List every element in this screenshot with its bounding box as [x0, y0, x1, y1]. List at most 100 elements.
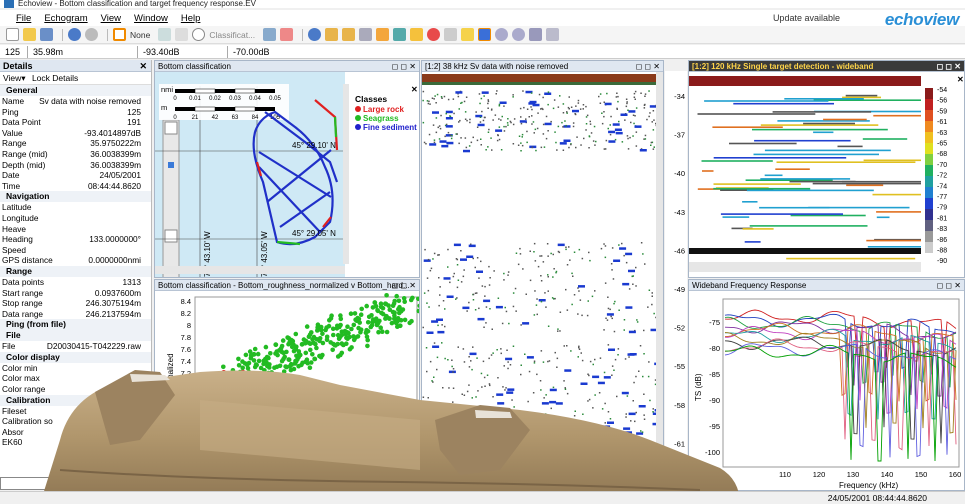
- save-icon[interactable]: [40, 28, 53, 41]
- map-canvas[interactable]: nmi 0 0.01 0.02 0.03 0.04 0.05 m 0 21 42 63 84 105…: [155, 72, 420, 278]
- menu-bar: File Echogram View Window Help Update av…: [0, 10, 965, 29]
- scatter-y-tick: 8.2: [181, 309, 191, 318]
- zoom-in-icon[interactable]: [164, 121, 178, 135]
- echo-return: [614, 300, 616, 303]
- window-controls[interactable]: ◻ ◻ ✕: [391, 281, 416, 290]
- menu-view[interactable]: View: [100, 12, 122, 24]
- open-folder-icon[interactable]: [23, 28, 36, 41]
- zoom-out-icon[interactable]: [512, 28, 526, 41]
- virtual-variable-icon[interactable]: [342, 28, 356, 41]
- wideband-y-ticks: -75 -80 -85 -90 -95 -100: [705, 318, 720, 457]
- echo-return: [457, 95, 460, 98]
- scatter-y-tick: 7.2: [181, 369, 191, 378]
- details-row: File D20030415-T042229.raw: [0, 341, 151, 352]
- window-controls[interactable]: ◻ ◻ ✕: [936, 62, 961, 71]
- settings-icon[interactable]: [359, 28, 373, 41]
- polygon-icon[interactable]: [192, 28, 206, 41]
- pan-icon[interactable]: [546, 28, 560, 41]
- details-section-header[interactable]: Color display: [0, 351, 151, 363]
- color-scale-tick: -90: [937, 258, 947, 265]
- toolbar-separator: [302, 28, 304, 41]
- variable-icon[interactable]: [325, 28, 339, 41]
- details-section-header[interactable]: General: [0, 85, 151, 96]
- scatter-point: [380, 329, 385, 334]
- vertical-scrollbar[interactable]: [343, 84, 349, 264]
- details-row-key: Range (mid): [2, 148, 48, 159]
- details-section-header[interactable]: Navigation: [0, 191, 151, 203]
- view-menu-button[interactable]: View: [3, 73, 22, 83]
- undo-icon[interactable]: [68, 28, 81, 41]
- echo-return: [638, 405, 646, 408]
- echogram-120khz-canvas[interactable]: -54 -56 -59 -61 -63 -65 -68 -70 -72 -74 -77 -79 -81 -…: [689, 72, 965, 278]
- details-section-header[interactable]: Ping (from file): [0, 319, 151, 331]
- details-section-header[interactable]: Range: [0, 265, 151, 277]
- echo-return: [563, 345, 565, 347]
- echo-return: [475, 111, 477, 113]
- echo-return: [566, 111, 568, 113]
- redo-icon[interactable]: [85, 28, 98, 41]
- export-icon[interactable]: [393, 28, 407, 41]
- horizontal-scrollbar[interactable]: [689, 262, 921, 272]
- echo-return: [552, 276, 554, 278]
- window-controls[interactable]: ◻ ◻ ✕: [391, 62, 416, 71]
- window-controls[interactable]: ◻ ◻ ✕: [635, 62, 660, 71]
- details-row: Data Point 191: [0, 117, 151, 128]
- echo-return: [507, 274, 509, 276]
- wideband-chart[interactable]: TS (dB) Frequency (kHz) -75-80-85-90-95-…: [689, 291, 965, 491]
- echo-return: [477, 123, 485, 127]
- brightness-icon[interactable]: [461, 28, 475, 41]
- menu-help[interactable]: Help: [180, 12, 201, 24]
- lock-details-button[interactable]: Lock Details: [31, 73, 79, 83]
- echo-return: [629, 353, 637, 356]
- scatter-point: [274, 364, 280, 370]
- line-pick-icon[interactable]: [410, 28, 424, 41]
- menu-window[interactable]: Window: [134, 12, 168, 24]
- magnet-icon[interactable]: [280, 28, 294, 41]
- info-icon[interactable]: [478, 28, 492, 41]
- details-row-value: 246.2137594m: [85, 308, 141, 319]
- echo-return: [539, 255, 541, 257]
- echo-return: [628, 330, 636, 334]
- echo-return: [504, 389, 506, 391]
- draw-line-icon[interactable]: [158, 28, 172, 41]
- classification-select[interactable]: Classificat...: [209, 29, 256, 40]
- record-icon[interactable]: [427, 28, 441, 41]
- analysis-icon[interactable]: [308, 28, 322, 41]
- color-scale-step: [925, 220, 933, 231]
- echo-return: [445, 117, 453, 120]
- new-file-icon[interactable]: [6, 28, 19, 41]
- update-available-link[interactable]: Update available: [772, 13, 840, 23]
- close-icon[interactable]: ✕: [139, 61, 147, 71]
- zoom-extent-icon[interactable]: [529, 28, 543, 41]
- scale-tick-label: 0.02: [209, 96, 221, 102]
- echo-return: [585, 116, 588, 118]
- echo-return: [603, 243, 605, 245]
- close-icon[interactable]: ✕: [957, 75, 964, 84]
- scale-tick-label: 105: [270, 115, 281, 121]
- scatter-point: [379, 310, 384, 316]
- calibration-icon[interactable]: [376, 28, 390, 41]
- details-section-header[interactable]: File: [0, 330, 151, 342]
- region-icon[interactable]: [263, 28, 277, 41]
- vertical-scrollbar[interactable]: [656, 72, 664, 477]
- scatter-point: [338, 313, 343, 318]
- echo-return: [630, 420, 632, 422]
- select-rectangle-icon[interactable]: [113, 28, 126, 41]
- details-section-header[interactable]: Calibration: [0, 394, 151, 406]
- zoom-slider-thumb[interactable]: [168, 162, 174, 168]
- scatter-point: [281, 350, 286, 356]
- echo-return: [429, 360, 432, 363]
- echo-return: [638, 370, 640, 372]
- echo-return: [577, 356, 579, 358]
- window-controls[interactable]: ◻ ◻ ✕: [936, 281, 961, 290]
- line-style-select[interactable]: None: [130, 29, 151, 40]
- zoom-in-icon[interactable]: [495, 28, 509, 41]
- bracket-icon[interactable]: [175, 28, 189, 41]
- display-icon[interactable]: [444, 28, 458, 41]
- horizontal-scrollbar[interactable]: [155, 266, 345, 274]
- menu-echogram[interactable]: Echogram: [44, 12, 88, 24]
- menu-file[interactable]: File: [16, 12, 32, 24]
- close-icon[interactable]: ✕: [411, 85, 418, 94]
- echo-return: [650, 144, 652, 146]
- chevron-down-icon[interactable]: ▾: [21, 73, 26, 83]
